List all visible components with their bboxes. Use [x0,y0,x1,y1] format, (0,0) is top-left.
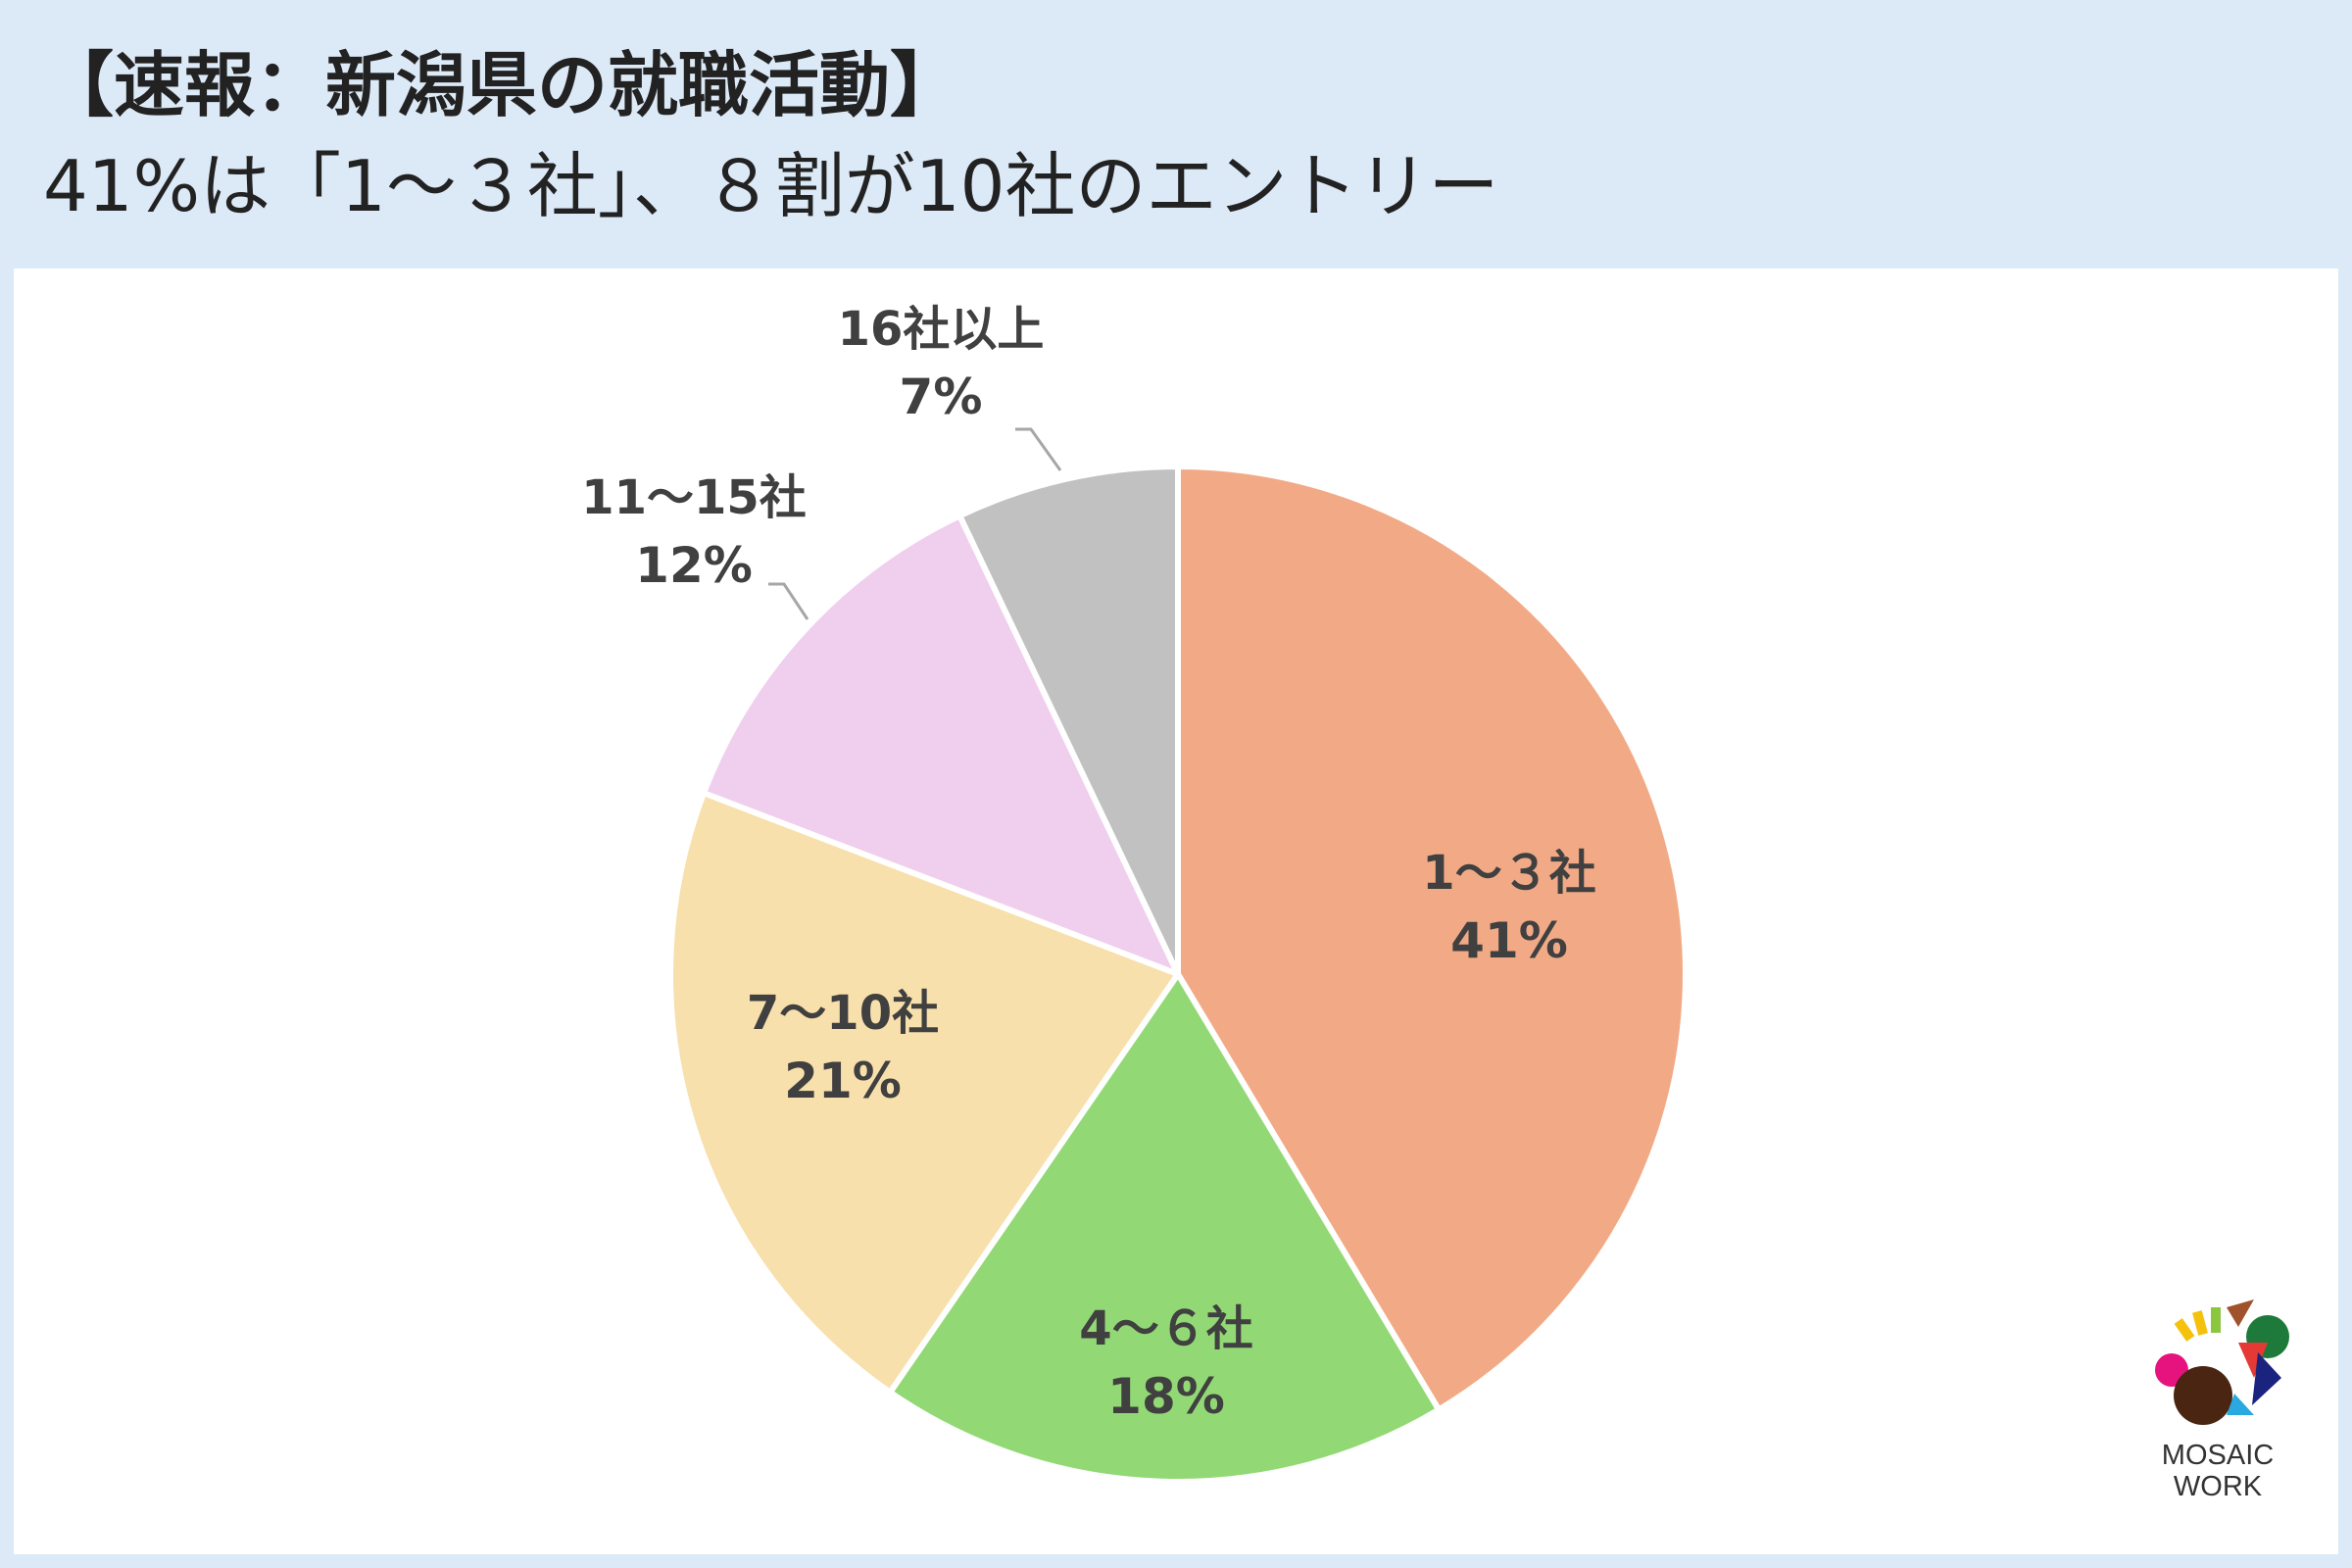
chart-panel: 1～３社 41% 4～６社 18% 7～10社 21% 11～15社 12% 16社以上 7% [14,269,2338,1554]
mosaic-work-logo: MOSAIC WORK [2144,1284,2291,1502]
slice-value-label-5: 7% [900,368,983,425]
slice-value-label-1: 41% [1450,912,1568,969]
logo-mosaic-icon [2155,1299,2289,1425]
title-headline: 【速報：新潟県の就職活動】 [43,44,961,126]
slice-category-label-2: 4～６社 [1079,1301,1252,1356]
slice-category-label-1: 1～３社 [1422,846,1595,901]
slice-category-label-3: 7～10社 [747,986,939,1041]
title-subheadline: 41%は「1～３社」、８割が10社のエントリー [43,145,1499,227]
logo-text-line1: MOSAIC [2161,1440,2275,1471]
slice-category-label-4: 11～15社 [581,470,807,525]
pie-chart: 1～３社 41% 4～６社 18% 7～10社 21% 11～15社 12% 16社以上 7% [581,302,1689,1485]
slice-value-label-2: 18% [1107,1368,1225,1425]
slice-value-label-4: 12% [635,537,753,594]
pie-slice-1 [1175,464,1689,1413]
leader-line-5 [1015,427,1062,471]
leader-line-4 [768,582,809,620]
slice-category-label-5: 16社以上 [838,302,1045,357]
logo-text-line2: WORK [2173,1471,2263,1502]
pie-slice-2 [887,971,1443,1485]
pie-slice-5 [956,464,1181,977]
pie-slice-3 [667,790,1181,1396]
slice-value-label-3: 21% [784,1053,902,1109]
pie-slice-4 [701,513,1181,977]
title-block: 【速報：新潟県の就職活動】 41%は「1～３社」、８割が10社のエントリー [43,43,1498,233]
